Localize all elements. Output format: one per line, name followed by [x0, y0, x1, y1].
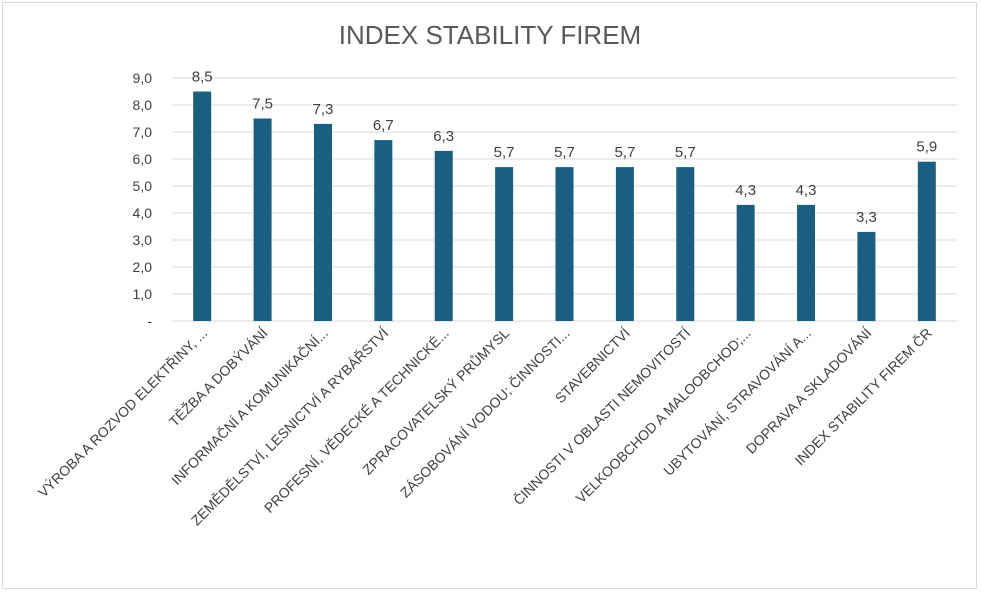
category-labels: VÝROBA A ROZVOD ELEKTŘINY, ...TĚŽBA A DO… — [35, 324, 935, 529]
data-label: 8,5 — [192, 69, 213, 86]
y-tick-label: 5,0 — [133, 178, 153, 194]
y-axis-ticks: - 1,0 2,0 3,0 4,0 5,0 6,0 7,0 8,0 9,0 — [133, 70, 153, 329]
bar — [555, 167, 574, 321]
data-label: 6,3 — [433, 128, 454, 145]
data-label: 6,7 — [373, 117, 394, 134]
data-label: 4,3 — [796, 182, 817, 199]
chart-title: INDEX STABILITY FIREM — [339, 20, 641, 50]
y-tick-label: 6,0 — [133, 151, 153, 167]
bar — [495, 167, 514, 321]
y-tick-label: - — [147, 313, 152, 329]
data-label: 5,7 — [675, 144, 696, 161]
y-tick-label: 4,0 — [133, 205, 153, 221]
bar — [313, 123, 332, 322]
y-tick-label: 9,0 — [133, 70, 153, 86]
bar — [434, 150, 453, 321]
y-tick-label: 3,0 — [133, 232, 153, 248]
bar — [615, 167, 634, 321]
bar — [253, 118, 272, 321]
data-label: 7,3 — [313, 101, 334, 118]
bar — [917, 161, 936, 321]
gridlines — [172, 77, 957, 322]
bar — [736, 204, 755, 321]
category-label: DOPRAVA A SKLADOVÁNÍ — [743, 325, 875, 457]
data-labels: 8,5 7,5 7,3 6,7 6,3 5,7 5,7 5,7 5,7 4,3 4,3 3,3 5,9 — [192, 69, 937, 226]
bars — [193, 91, 936, 322]
data-label: 5,7 — [614, 144, 635, 161]
bar — [797, 204, 816, 321]
data-label: 4,3 — [735, 182, 756, 199]
data-label: 5,7 — [494, 144, 515, 161]
y-tick-label: 8,0 — [133, 97, 153, 113]
bar — [676, 167, 695, 321]
category-label: TĚŽBA A DOBÝVÁNÍ — [166, 325, 271, 430]
y-tick-label: 1,0 — [133, 286, 153, 302]
y-tick-label: 2,0 — [133, 259, 153, 275]
bar — [857, 231, 876, 321]
data-label: 7,5 — [252, 96, 273, 113]
y-tick-label: 7,0 — [133, 124, 153, 140]
data-label: 3,3 — [856, 209, 877, 226]
bar — [193, 91, 212, 321]
bar — [374, 140, 393, 321]
data-label: 5,7 — [554, 144, 575, 161]
data-label: 5,9 — [916, 139, 937, 156]
